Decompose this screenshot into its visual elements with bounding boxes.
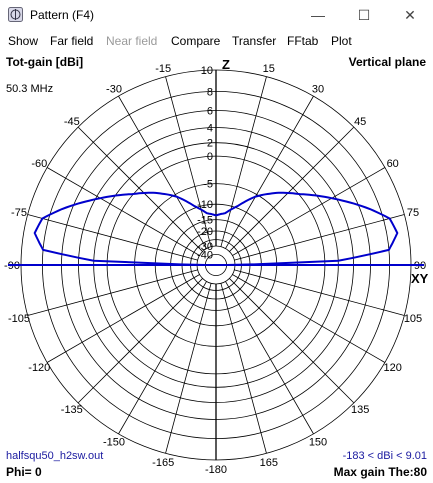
grid-spoke [165, 76, 212, 247]
menu-compare[interactable]: Compare [171, 34, 221, 48]
angle-label: 75 [407, 207, 419, 219]
plane-label: Vertical plane [348, 55, 426, 69]
grid-spoke [77, 278, 203, 404]
angle-label: -105 [8, 313, 30, 325]
radial-tick-label: 10 [201, 65, 213, 77]
angle-label: 135 [351, 404, 369, 416]
menu-fftab[interactable]: FFtab [287, 34, 319, 48]
menu-show[interactable]: Show [8, 34, 39, 48]
window-title: Pattern (F4) [30, 8, 95, 22]
filename-label: halfsqu50_h2sw.out [6, 450, 104, 462]
radial-tick-label: 4 [207, 123, 213, 135]
angle-label: -60 [31, 158, 47, 170]
angle-label: -15 [155, 63, 171, 75]
radial-tick-label: -5 [203, 179, 213, 191]
radial-tick-label: -20 [197, 226, 213, 238]
grid-spoke [234, 214, 405, 261]
angle-label: 105 [404, 313, 422, 325]
quantity-label: Tot-gain [dBi] [6, 55, 84, 69]
grid-spoke [27, 269, 198, 316]
xy-axis-label: XY [411, 271, 429, 286]
angle-label: -75 [11, 207, 27, 219]
grid-spoke [225, 281, 314, 435]
angle-labels: -15-30-45-60-75-90-105-120-135-150-165-1… [4, 63, 426, 476]
angle-label: 120 [384, 362, 402, 374]
radial-tick-labels: 10 8 6 4 20 -5 -10 -15-20 -30-40 [197, 65, 213, 261]
radial-tick-label: 0 [207, 151, 213, 163]
gain-trace [8, 191, 424, 266]
grid-spoke [46, 167, 200, 256]
minimize-button[interactable]: — [311, 7, 325, 23]
angle-label: 45 [354, 116, 366, 128]
radial-tick-label: -30 [197, 241, 213, 253]
grid-spoke [77, 126, 203, 252]
angle-label: 60 [387, 158, 399, 170]
grid-spoke [46, 274, 200, 363]
title-bar: Pattern (F4) — ☐ ✕ [0, 0, 433, 31]
grid-spoke [225, 95, 314, 249]
close-button[interactable]: ✕ [404, 7, 416, 23]
z-axis-label: Z [222, 57, 230, 72]
radial-tick-label: -10 [197, 199, 213, 211]
grid-spoke [165, 283, 212, 454]
grid-spoke [234, 269, 405, 316]
angle-label: -180 [205, 464, 227, 476]
angle-label: -150 [103, 437, 125, 449]
angle-label: 30 [312, 83, 324, 95]
grid-spoke [220, 283, 267, 454]
gain-pattern-line [33, 191, 399, 266]
maximize-button[interactable]: ☐ [357, 7, 371, 23]
phi-label: Phi= 0 [6, 465, 42, 479]
menu-far-field[interactable]: Far field [50, 34, 94, 48]
polar-plot-area[interactable]: 10 8 6 4 2 0 -5 -10 -15 -20 -30 -40 -15 -30 -45 -60 -75… [0, 52, 433, 483]
grid-spoke [220, 76, 267, 247]
menu-near-field[interactable]: Near field [106, 34, 158, 48]
angle-label: -120 [28, 362, 50, 374]
angle-label: 165 [260, 457, 278, 469]
menu-transfer[interactable]: Transfer [232, 34, 277, 48]
grid-spoke [229, 278, 355, 404]
angle-label: 15 [263, 63, 275, 75]
radial-tick-label: 6 [207, 106, 213, 118]
grid-spoke [232, 274, 386, 363]
frequency-label: 50.3 MHz [6, 83, 54, 95]
angle-label: -45 [64, 116, 80, 128]
max-gain-label: Max gain The:80 [333, 465, 427, 479]
grid-spoke [118, 95, 207, 249]
menu-plot[interactable]: Plot [331, 34, 352, 48]
radial-tick-label: -15 [197, 215, 213, 227]
gain-range-label: -183 < dBi < 9.01 [342, 450, 427, 462]
menu-bar: Show Far field Near field Compare Transf… [0, 31, 433, 52]
grid-spoke [118, 281, 207, 435]
angle-label: 150 [309, 437, 327, 449]
radial-tick-label: 2 [207, 138, 213, 150]
grid-spoke [27, 214, 198, 261]
angle-label: -135 [61, 404, 83, 416]
app-icon [8, 7, 23, 22]
radial-tick-label: 8 [207, 86, 213, 98]
grid-spoke [232, 167, 386, 256]
radial-tick-label: -40 [197, 249, 213, 261]
grid-spoke [229, 126, 355, 252]
angle-label: -30 [106, 83, 122, 95]
angle-label: -165 [152, 457, 174, 469]
